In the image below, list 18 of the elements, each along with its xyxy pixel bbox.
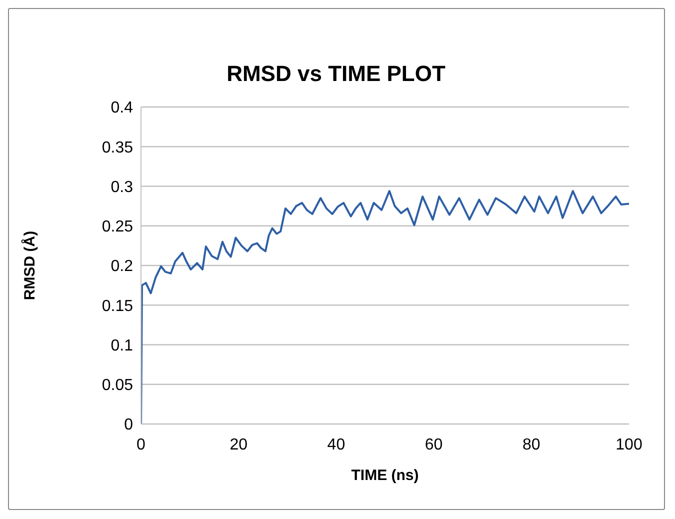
y-tick-label: 0 [124, 416, 134, 434]
x-tick-label: 80 [522, 436, 540, 454]
y-tick-label: 0.3 [110, 178, 134, 196]
x-tick-label: 40 [327, 436, 346, 454]
y-tick-label: 0.05 [102, 377, 134, 394]
y-tick-label: 0.1 [110, 337, 134, 354]
y-axis-title: RMSD (Å) [20, 230, 38, 300]
x-tick-label: 20 [230, 436, 248, 454]
x-tick-label: 0 [136, 436, 146, 454]
x-tick-label: 60 [424, 436, 443, 454]
y-tick-label: 0.25 [102, 218, 134, 236]
x-axis-title: TIME (ns) [351, 467, 419, 484]
y-tick-label: 0.35 [102, 139, 134, 156]
chart-title: RMSD vs TIME PLOT [226, 61, 446, 87]
x-tick-label: 100 [616, 436, 642, 454]
y-tick-label: 0.15 [102, 298, 134, 315]
y-tick-label: 0.2 [110, 258, 134, 276]
y-tick-label: 0.4 [110, 100, 134, 117]
